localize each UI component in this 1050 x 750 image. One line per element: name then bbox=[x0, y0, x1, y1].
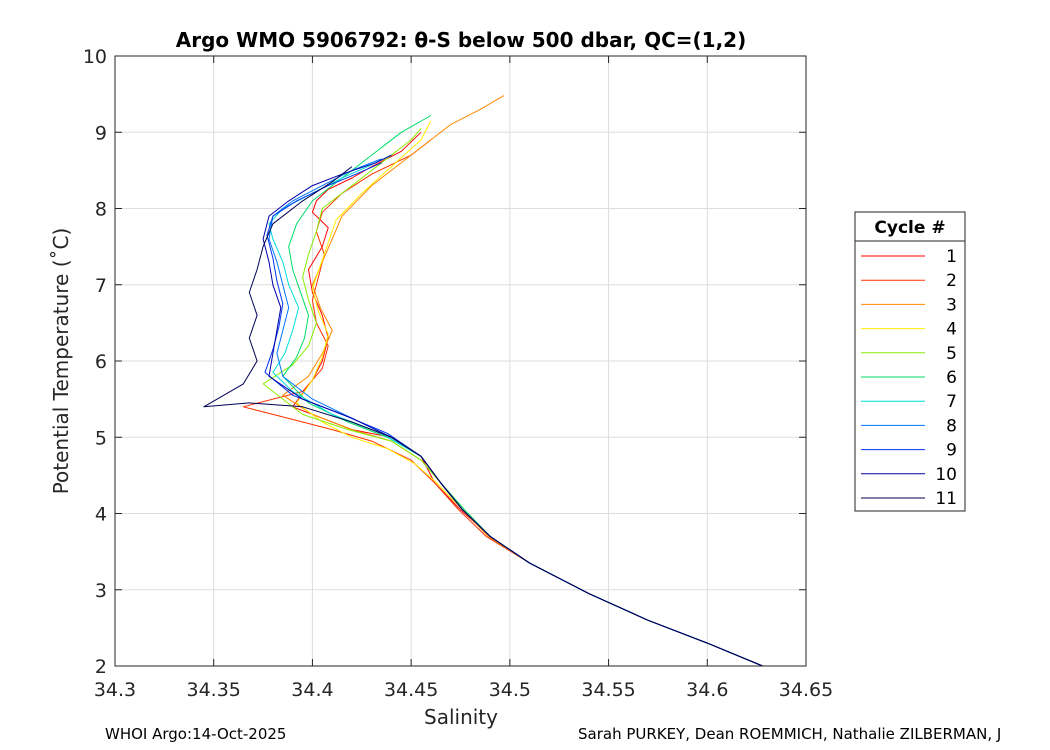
x-tick-label: 34.4 bbox=[291, 679, 333, 701]
legend-title: Cycle # bbox=[874, 218, 945, 238]
x-tick-label: 34.6 bbox=[686, 679, 728, 701]
legend-label-cycle-4: 4 bbox=[946, 320, 957, 340]
x-tick-label: 34.35 bbox=[187, 679, 241, 701]
footer-right-credit: Sarah PURKEY, Dean ROEMMICH, Nathalie ZI… bbox=[578, 725, 1002, 743]
legend-label-cycle-1: 1 bbox=[946, 247, 957, 267]
legend-box bbox=[854, 211, 966, 512]
y-tick-label: 8 bbox=[95, 199, 107, 221]
x-tick-label: 34.65 bbox=[779, 679, 833, 701]
legend-label-cycle-9: 9 bbox=[946, 441, 957, 461]
y-axis-label: Potential Temperature (˚C) bbox=[49, 228, 73, 495]
legend-label-cycle-6: 6 bbox=[946, 368, 957, 388]
y-tick-label: 10 bbox=[83, 46, 107, 68]
legend-items: 1 2 3 4 5 6 7 8 9 10 11 bbox=[861, 247, 957, 509]
legend-label-cycle-3: 3 bbox=[946, 295, 957, 315]
legend-label-cycle-8: 8 bbox=[946, 416, 957, 436]
x-tick-label: 34.45 bbox=[384, 679, 438, 701]
y-tick-label: 6 bbox=[95, 351, 107, 373]
legend-label-cycle-7: 7 bbox=[946, 392, 957, 412]
y-tick-label: 7 bbox=[95, 275, 107, 297]
y-tick-label: 5 bbox=[95, 427, 107, 449]
x-axis-label: Salinity bbox=[424, 705, 498, 729]
legend-label-cycle-5: 5 bbox=[946, 344, 957, 364]
y-tick-label: 4 bbox=[95, 504, 107, 526]
legend: Cycle # 1 2 3 4 5 6 7 8 9 10 11 bbox=[854, 211, 966, 512]
y-tick-label: 9 bbox=[95, 122, 107, 144]
x-tick-label: 34.55 bbox=[581, 679, 635, 701]
y-axis: 2 3 4 5 6 7 8 9 10 bbox=[83, 46, 806, 678]
legend-label-cycle-10: 10 bbox=[935, 465, 957, 485]
x-axis: 34.3 34.35 34.4 34.45 34.5 34.55 34.6 34.65 bbox=[94, 56, 833, 701]
y-tick-label: 2 bbox=[95, 656, 107, 678]
legend-label-cycle-11: 11 bbox=[935, 489, 957, 509]
x-tick-label: 34.3 bbox=[94, 679, 136, 701]
y-tick-label: 3 bbox=[95, 580, 107, 602]
chart-title: Argo WMO 5906792: θ-S below 500 dbar, QC… bbox=[176, 28, 746, 52]
series-line-cycle-11 bbox=[203, 166, 763, 667]
footer-left-credit: WHOI Argo:14-Oct-2025 bbox=[105, 725, 287, 743]
legend-label-cycle-2: 2 bbox=[946, 271, 957, 291]
x-tick-label: 34.5 bbox=[489, 679, 531, 701]
series-lines bbox=[203, 95, 763, 667]
